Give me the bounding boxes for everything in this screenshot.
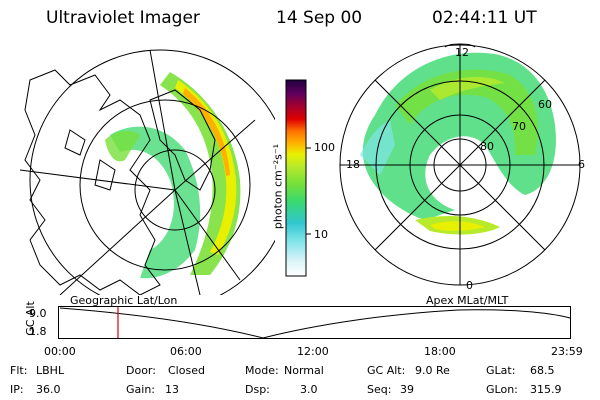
altitude-ytick-bottom: 1.8 bbox=[29, 325, 47, 338]
door-label: Door: bbox=[126, 364, 156, 377]
colorbar-unit-label: photon cm⁻²s⁻¹ bbox=[271, 143, 285, 230]
mlt-label-12: 12 bbox=[455, 46, 469, 59]
time-tick-1800: 18:00 bbox=[424, 345, 456, 358]
mode-value: Normal bbox=[284, 364, 324, 377]
gc-alt-value: 9.0 Re bbox=[415, 364, 450, 377]
aurora-oval-geo bbox=[160, 72, 241, 275]
glon-label: GLon: bbox=[486, 383, 518, 396]
time-tick-1200: 12:00 bbox=[297, 345, 329, 358]
polar-image-panel bbox=[339, 43, 581, 286]
altitude-curve bbox=[59, 307, 571, 339]
ip-label: IP: bbox=[10, 383, 24, 396]
colorbar-tick-100: 100 bbox=[314, 141, 335, 154]
mlat-label-70: 70 bbox=[512, 120, 526, 133]
ip-value: 36.0 bbox=[36, 383, 61, 396]
glon-value: 315.9 bbox=[530, 383, 562, 396]
colorbar-tick-10: 10 bbox=[314, 228, 328, 241]
filter-label: Flt: bbox=[10, 364, 28, 377]
time-label: 02:44:11 UT bbox=[432, 8, 537, 28]
geographic-caption: Geographic Lat/Lon bbox=[70, 294, 178, 307]
date-label: 14 Sep 00 bbox=[276, 8, 363, 28]
mlt-label-6: 6 bbox=[578, 158, 585, 171]
filter-value: LBHL bbox=[36, 364, 65, 377]
mlat-label-60: 60 bbox=[538, 98, 552, 111]
seq-value: 39 bbox=[400, 383, 414, 396]
seq-label: Seq: bbox=[367, 383, 392, 396]
gain-value: 13 bbox=[165, 383, 179, 396]
dsp-label: Dsp: bbox=[245, 383, 270, 396]
gain-label: Gain: bbox=[126, 383, 155, 396]
time-tick-2359: 23:59 bbox=[551, 345, 583, 358]
mlat-label-80: 80 bbox=[480, 140, 494, 153]
instrument-title: Ultraviolet Imager bbox=[46, 8, 200, 28]
mlt-label-0: 0 bbox=[466, 279, 473, 292]
mode-label: Mode: bbox=[245, 364, 279, 377]
glat-label: GLat: bbox=[486, 364, 516, 377]
time-tick-0000: 00:00 bbox=[44, 345, 76, 358]
dsp-value: 3.0 bbox=[300, 383, 318, 396]
altitude-plot bbox=[58, 306, 571, 339]
colorbar bbox=[285, 79, 311, 277]
gc-alt-label: GC Alt: bbox=[367, 364, 406, 377]
geographic-image-panel bbox=[20, 49, 275, 295]
glat-value: 68.5 bbox=[530, 364, 555, 377]
polar-caption: Apex MLat/MLT bbox=[426, 294, 509, 307]
coastline bbox=[24, 69, 161, 295]
door-value: Closed bbox=[168, 364, 205, 377]
mlt-label-18: 18 bbox=[346, 158, 360, 171]
time-tick-0600: 06:00 bbox=[170, 345, 202, 358]
altitude-ytick-top: 9.0 bbox=[29, 307, 47, 320]
